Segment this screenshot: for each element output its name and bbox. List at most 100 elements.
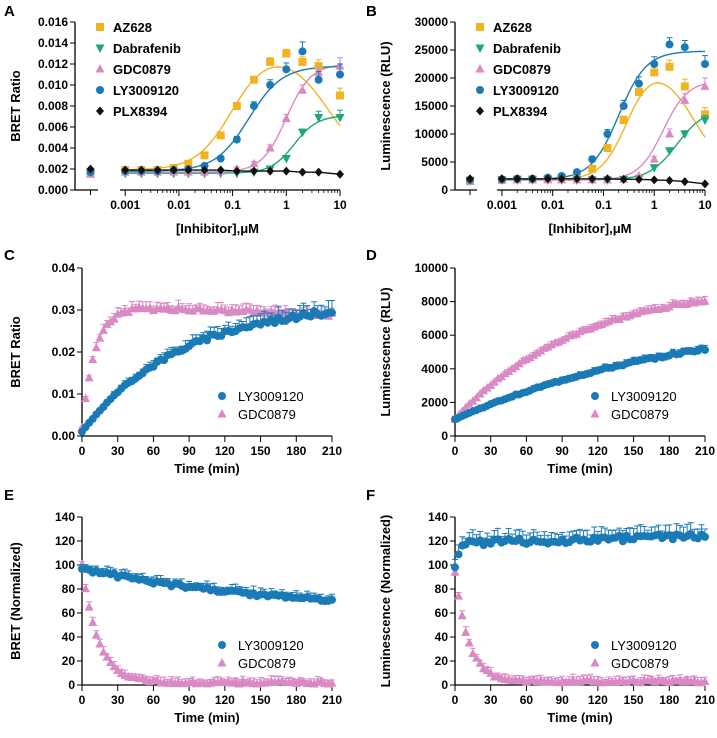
panel-c: C 0.00 0.01 0.02 0.03 0.04 0 30 60 90 120 150 180 210…	[4, 247, 342, 476]
data-point-ly3009120	[701, 60, 709, 68]
y-tick-label: 80	[435, 582, 449, 596]
legend-marker-gdc0879	[590, 409, 600, 418]
y-tick-label: 0	[68, 678, 75, 692]
data-point-plx8394	[572, 174, 581, 184]
y-tick-label: 15000	[415, 99, 449, 113]
legend-marker-az628	[476, 23, 484, 31]
data-point-plx8394	[557, 174, 566, 184]
data-point-gdc0879	[188, 306, 198, 315]
x-axis-title: [Inhibitor],μM	[548, 221, 631, 236]
legend-label-ly3009120: LY3009120	[238, 389, 304, 404]
data-point-plx8394	[701, 179, 709, 189]
control-point-plx8394	[86, 164, 95, 174]
y-axis-title: Luminescence (RLU)	[378, 287, 393, 416]
x-tick-label: 150	[624, 693, 644, 707]
data-point-gdc0879	[471, 653, 481, 662]
y-axis-title: BRET Ratio	[8, 70, 23, 142]
x-tick-label: 120	[588, 444, 608, 458]
panel-a: A 0.000 0.002 0.004 0.006 0.008 0.010 0.012 0.01…	[4, 3, 347, 236]
legend-label-plx8394: PLX8394	[493, 104, 548, 119]
panel-label: C	[4, 247, 15, 264]
legend-label-ly3009120: LY3009120	[493, 83, 559, 98]
data-point-ly3009120	[701, 345, 709, 354]
data-point-ly3009120	[680, 43, 689, 52]
data-point-plx8394	[634, 174, 643, 184]
panel-label: F	[366, 487, 375, 504]
data-point-az628	[701, 110, 709, 119]
data-point-az628	[603, 144, 612, 152]
data-point-gdc0879	[454, 591, 464, 600]
data-point-gdc0879	[88, 354, 98, 364]
data-point-gdc0879	[297, 85, 307, 94]
x-tick-label: 210	[322, 693, 342, 707]
data-point-ly3009120	[701, 532, 709, 541]
data-point-plx8394	[336, 169, 344, 179]
x-tick-label: 60	[520, 693, 534, 707]
panel-label: B	[366, 3, 377, 20]
panel-f: F 0 20 40 60 80 100 120 140 0 30 60 90 120 150 180 210 Ti…	[366, 487, 715, 725]
data-point-ly3009120	[650, 60, 659, 68]
y-tick-label: 0	[441, 183, 448, 197]
y-tick-label: 0.00	[52, 429, 76, 443]
y-tick-label: 2000	[421, 395, 448, 409]
data-point-gdc0879	[249, 158, 259, 168]
data-point-ly3009120	[282, 65, 291, 74]
x-tick-label: 150	[624, 444, 644, 458]
legend-label-gdc0879: GDC0879	[611, 656, 669, 671]
y-tick-label: 140	[428, 510, 448, 524]
x-axis-title: Time (min)	[547, 461, 613, 476]
data-point-ly3009120	[328, 308, 336, 317]
legend-marker-gdc0879	[590, 658, 600, 667]
data-point-ly3009120	[328, 595, 336, 604]
y-tick-label: 0.03	[52, 303, 76, 317]
y-tick-label: 100	[428, 558, 448, 572]
x-tick-label: 0	[79, 444, 86, 458]
data-point-gdc0879	[475, 658, 485, 667]
x-tick-label: 0	[452, 444, 459, 458]
data-point-plx8394	[665, 175, 674, 185]
y-tick-label: 25000	[415, 43, 449, 57]
x-tick-label: 10	[333, 198, 347, 212]
x-tick-label: 0.1	[595, 198, 612, 212]
data-point-plx8394	[528, 174, 537, 184]
data-point-gdc0879	[464, 638, 474, 647]
x-tick-label: 180	[659, 693, 679, 707]
data-point-gdc0879	[450, 567, 460, 576]
data-point-gdc0879	[457, 610, 467, 620]
x-tick-label: 210	[695, 693, 715, 707]
y-tick-label: 8000	[421, 295, 448, 309]
data-point-gdc0879	[265, 143, 275, 152]
y-tick-label: 10000	[415, 127, 449, 141]
x-tick-label: 10	[698, 198, 712, 212]
data-point-gdc0879	[680, 95, 690, 104]
y-tick-label: 0.02	[52, 345, 76, 359]
data-point-gdc0879	[507, 363, 517, 373]
legend-marker-gdc0879	[475, 64, 485, 73]
data-point-ly3009120	[603, 130, 612, 138]
data-point-gdc0879	[561, 333, 571, 342]
legend-marker-ly3009120	[476, 86, 484, 94]
fit-curve-gdc0879	[501, 83, 706, 181]
y-tick-label: 6000	[421, 328, 448, 342]
y-tick-label: 120	[55, 534, 75, 548]
x-tick-label: 30	[484, 444, 498, 458]
data-point-gdc0879	[95, 639, 105, 648]
data-point-dabrafenib	[665, 147, 675, 156]
data-point-az628	[216, 131, 225, 140]
x-tick-label: 30	[111, 444, 125, 458]
legend-label-ly3009120: LY3009120	[611, 638, 677, 653]
data-point-gdc0879	[281, 113, 291, 123]
data-point-ly3009120	[266, 81, 275, 89]
data-point-dabrafenib	[680, 130, 690, 139]
data-point-gdc0879	[98, 325, 108, 334]
panel-label: E	[4, 487, 14, 504]
legend-marker-ly3009120	[591, 641, 599, 649]
data-point-gdc0879	[102, 652, 112, 661]
y-tick-label: 0.010	[38, 78, 68, 92]
data-point-ly3009120	[336, 70, 344, 79]
data-point-az628	[588, 164, 597, 173]
data-point-az628	[266, 57, 275, 66]
legend-marker-dabrafenib	[95, 44, 105, 53]
data-point-plx8394	[121, 165, 130, 175]
data-point-ly3009120	[634, 79, 643, 88]
